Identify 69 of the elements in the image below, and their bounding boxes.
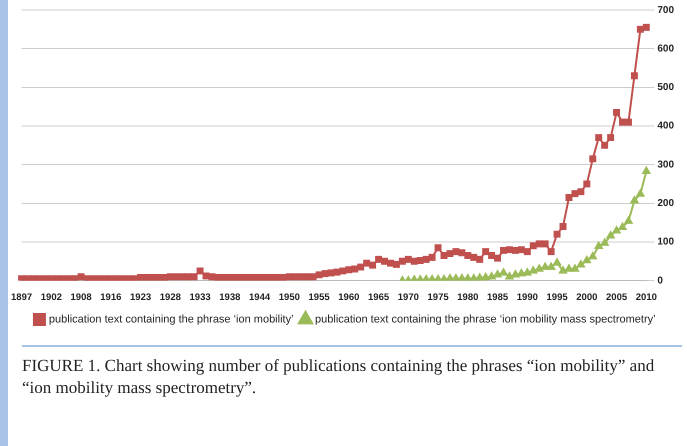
point — [564, 264, 573, 272]
point — [464, 274, 472, 281]
x-tick-label: 1923 — [130, 292, 152, 303]
x-tick-label: 1933 — [189, 292, 211, 303]
point — [446, 274, 454, 281]
x-tick-label: 1985 — [486, 292, 509, 303]
x-tick-label: 1950 — [278, 292, 300, 303]
point — [488, 272, 496, 280]
x-tick-label: 1908 — [70, 292, 92, 303]
x-tick-label: 1916 — [100, 292, 122, 303]
point — [636, 190, 644, 197]
x-tick-label: 1960 — [338, 292, 360, 303]
y-tick-label: 700 — [657, 4, 674, 16]
x-tick-label: 1995 — [546, 292, 568, 303]
point — [476, 273, 484, 281]
point — [558, 266, 568, 274]
point — [499, 268, 508, 276]
point — [494, 270, 502, 278]
y-tick-label: 200 — [657, 198, 674, 210]
x-tick-label: 2010 — [636, 292, 657, 303]
x-tick-label: 2000 — [576, 292, 598, 303]
y-tick-label: 300 — [657, 159, 674, 170]
x-tick-label: 1980 — [457, 292, 478, 303]
legend-label: publication text containing the phrase ‘ion mobility’ — [48, 314, 294, 326]
point — [547, 262, 556, 270]
x-tick-label: 1938 — [219, 292, 240, 303]
point — [422, 274, 430, 281]
point — [630, 196, 638, 204]
point — [600, 238, 609, 246]
point — [618, 222, 627, 230]
y-tick-label: 600 — [657, 43, 674, 54]
point — [576, 260, 585, 268]
y-tick-label: 0 — [657, 275, 664, 286]
x-tick-label: 1902 — [40, 292, 62, 303]
x-tick-label: 1955 — [308, 292, 330, 303]
point — [612, 226, 621, 234]
point — [452, 274, 460, 281]
x-tick-label: 1990 — [516, 292, 538, 303]
point — [642, 166, 650, 174]
point — [529, 266, 538, 274]
point — [511, 270, 520, 278]
point — [570, 264, 579, 272]
point — [523, 268, 532, 276]
x-tick-label: 1897 — [10, 292, 32, 303]
y-tick-label: 500 — [657, 82, 674, 94]
x-tick-label: 1975 — [427, 292, 450, 303]
point — [505, 272, 514, 280]
x-tick-label: 1944 — [248, 292, 271, 303]
point — [482, 273, 490, 280]
legend-label: publication text containing the phrase ‘ion mobility mass spectrometry’ — [315, 314, 656, 326]
x-tick-label: 1970 — [398, 292, 419, 303]
y-tick-label: 400 — [657, 120, 674, 132]
point — [588, 252, 597, 260]
x-tick-label: 2005 — [606, 292, 628, 303]
point — [517, 269, 526, 276]
point — [458, 274, 466, 281]
y-tick-label: 100 — [657, 236, 674, 248]
x-tick-label: 1928 — [160, 292, 181, 303]
x-tick-label: 1965 — [368, 292, 390, 303]
point — [434, 274, 442, 281]
point — [470, 274, 478, 281]
caption: FIGURE 1. Chart showing number of publications containing the phrases “ion mobility” and “ion mobility mass spectrometry”. — [22, 355, 656, 399]
point — [582, 256, 591, 264]
point — [535, 264, 544, 272]
point — [553, 258, 562, 266]
point — [594, 242, 603, 249]
point — [606, 231, 615, 239]
point — [624, 216, 632, 224]
point — [541, 262, 550, 270]
